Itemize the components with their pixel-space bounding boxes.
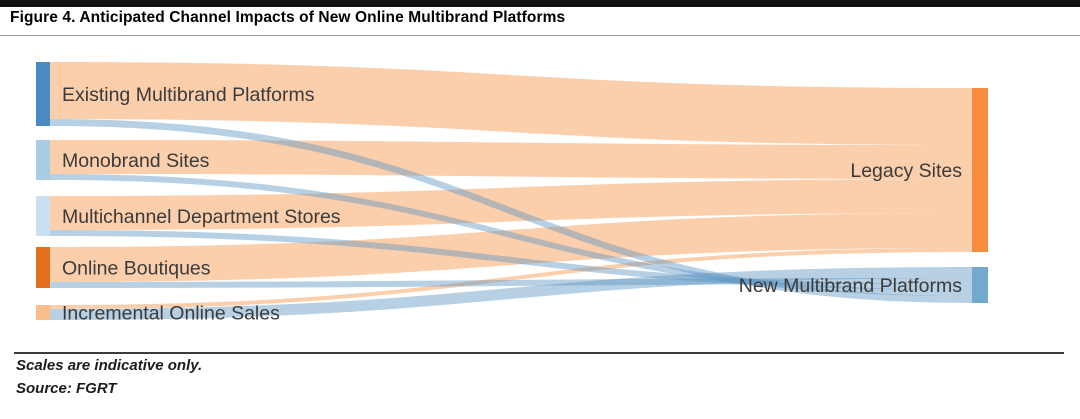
- flow-existing-nmp: [50, 119, 972, 303]
- flow-existing-legacy: [50, 62, 972, 145]
- flow-boutiques-nmp: [50, 278, 972, 288]
- node-label-existing: Existing Multibrand Platforms: [62, 84, 315, 106]
- node-legacy: [972, 88, 988, 252]
- flow-incremental-legacy: [50, 248, 972, 309]
- node-boutiques: [36, 247, 50, 288]
- source-note: Source: FGRT: [16, 380, 117, 397]
- flow-monobrand-legacy: [50, 140, 972, 179]
- node-existing: [36, 62, 50, 126]
- node-label-monobrand: Monobrand Sites: [62, 150, 210, 172]
- node-label-multichannel: Multichannel Department Stores: [62, 206, 341, 228]
- title-divider: [0, 35, 1080, 36]
- node-nmp: [972, 267, 988, 303]
- node-multichannel: [36, 196, 50, 236]
- node-label-boutiques: Online Boutiques: [62, 258, 211, 280]
- top-border-bar: [0, 0, 1080, 7]
- figure-title: Figure 4. Anticipated Channel Impacts of…: [10, 9, 566, 26]
- flow-multichannel-legacy: [50, 179, 972, 230]
- node-label-legacy: Legacy Sites: [850, 160, 962, 182]
- footer-divider: [14, 352, 1064, 354]
- flow-boutiques-legacy: [50, 213, 972, 282]
- node-label-incremental: Incremental Online Sales: [62, 303, 280, 325]
- flow-incremental-nmp: [50, 267, 972, 320]
- flow-multichannel-nmp: [50, 230, 972, 290]
- node-monobrand: [36, 140, 50, 180]
- node-incremental: [36, 305, 50, 320]
- scales-note: Scales are indicative only.: [16, 357, 203, 374]
- node-label-nmp: New Multibrand Platforms: [739, 275, 962, 297]
- flow-monobrand-nmp: [50, 174, 972, 296]
